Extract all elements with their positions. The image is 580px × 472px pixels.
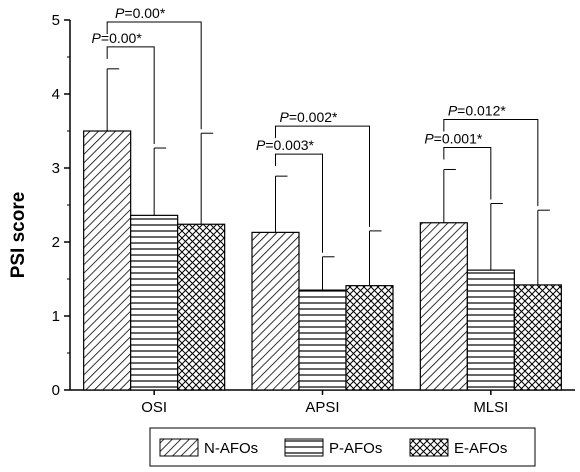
bar-n-afos-mlsi (419, 222, 468, 391)
bars (83, 130, 562, 391)
p-value-label: P=0.00* (115, 5, 166, 21)
significance-bracket (275, 153, 323, 253)
p-symbol: P (115, 5, 125, 21)
p-value-label: P=0.002* (279, 109, 338, 125)
p-value: =0.002* (289, 109, 338, 125)
p-symbol: P (279, 109, 289, 125)
p-value: =0.012* (457, 102, 506, 118)
p-value: =0.00* (101, 30, 142, 46)
significance-bracket (275, 125, 370, 227)
y-axis-label: PSI score (8, 192, 29, 279)
p-symbol: P (424, 130, 434, 146)
significance-bracket (443, 146, 492, 200)
legend-label-p-afos: P-AFOs (329, 440, 382, 457)
p-value-label: P=0.00* (92, 30, 143, 46)
legend-box (149, 427, 536, 467)
bar-e-afos-mlsi (513, 284, 562, 391)
p-value: =0.00* (124, 5, 165, 21)
x-tick-label-mlsi: MLSI (473, 399, 508, 416)
p-value-label: P=0.012* (448, 102, 507, 118)
y-tick-label: 1 (52, 308, 60, 325)
x-tick-label-osi: OSI (141, 399, 167, 416)
p-symbol: P (448, 102, 458, 118)
legend-label-e-afos: E-AFOs (454, 440, 507, 457)
bar-n-afos-apsi (251, 231, 300, 391)
legend-label-n-afos: N-AFOs (204, 440, 258, 457)
x-tick-label-apsi: APSI (305, 399, 339, 416)
p-symbol: P (256, 137, 266, 153)
bar-n-afos-osi (83, 130, 132, 391)
legend-swatch-n-afos (159, 438, 199, 457)
legend: N-AFOs P-AFOs E-AFOs (149, 427, 536, 467)
bar-e-afos-apsi (345, 285, 394, 391)
legend-swatch-p-afos (284, 438, 324, 457)
p-symbol: P (92, 30, 102, 46)
significance-bracket (443, 118, 539, 207)
p-value: =0.001* (434, 130, 483, 146)
y-tick-label: 3 (52, 160, 60, 177)
p-value-label: P=0.001* (424, 130, 483, 146)
bar-p-afos-apsi (298, 289, 347, 391)
y-tick-label: 4 (52, 86, 60, 103)
significance-annotations: P=0.00*P=0.00*P=0.003*P=0.002*P=0.001*P=… (92, 5, 539, 253)
significance-bracket (106, 21, 202, 130)
error-bars (106, 68, 550, 291)
y-tick-label: 2 (52, 234, 60, 251)
bar-p-afos-mlsi (466, 269, 515, 391)
y-tick-label: 5 (52, 12, 60, 29)
p-value-label: P=0.003* (256, 137, 315, 153)
bar-p-afos-osi (130, 214, 179, 391)
y-tick-label: 0 (52, 382, 60, 399)
significance-bracket (106, 46, 155, 145)
bar-e-afos-osi (177, 223, 226, 391)
legend-swatch-e-afos (409, 438, 449, 457)
p-value: =0.003* (265, 137, 314, 153)
